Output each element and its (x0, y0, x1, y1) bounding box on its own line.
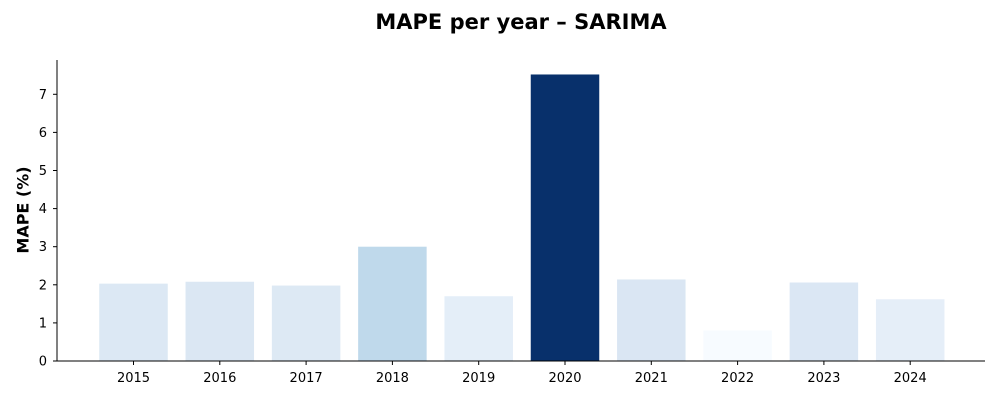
y-tick-label: 2 (39, 278, 47, 293)
y-tick-label: 0 (39, 355, 47, 370)
y-tick-label: 5 (39, 164, 47, 179)
x-tick-label: 2017 (290, 371, 323, 386)
y-tick-label: 7 (39, 88, 47, 103)
x-tick-label: 2019 (462, 371, 495, 386)
x-tick-label: 2023 (807, 371, 840, 386)
bar-2023 (789, 282, 859, 361)
bar-2016 (185, 281, 255, 361)
x-tick-label: 2020 (548, 371, 581, 386)
y-tick-label: 6 (39, 126, 47, 141)
x-tick-label: 2015 (117, 371, 150, 386)
x-tick-label: 2022 (721, 371, 754, 386)
chart-title: MAPE per year – SARIMA (375, 10, 667, 34)
bars (99, 74, 945, 361)
y-tick-label: 1 (39, 316, 47, 331)
x-tick-label: 2024 (894, 371, 927, 386)
y-tick-label: 3 (39, 240, 47, 255)
x-tick-label: 2021 (635, 371, 668, 386)
bar-2021 (617, 279, 686, 361)
y-tick-label: 4 (39, 202, 47, 217)
bar-2017 (271, 285, 341, 361)
bar-2022 (703, 330, 772, 361)
x-tick-label: 2016 (203, 371, 236, 386)
axes: 0 1 2 3 4 5 6 7 2015 2016 2017 2018 2019 2020 2021 2022… (39, 60, 985, 386)
bar-2018 (358, 246, 427, 361)
bar-2020 (530, 74, 600, 361)
bar-2024 (875, 299, 945, 361)
bar-2019 (444, 296, 513, 361)
bar-2015 (99, 283, 168, 361)
x-tick-label: 2018 (376, 371, 409, 386)
